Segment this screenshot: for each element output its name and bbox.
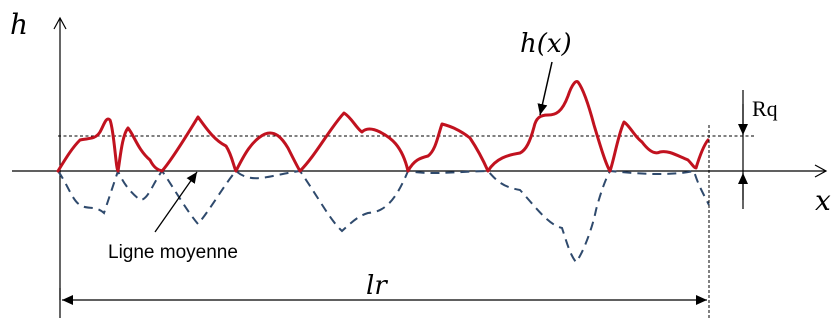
x-axis-label: x: [815, 184, 831, 217]
profile-function-label: h(x): [520, 29, 572, 59]
mean-line-label: Ligne moyenne: [108, 242, 238, 263]
hx-pointer-arrow: [537, 61, 553, 116]
length-label: lr: [366, 271, 388, 301]
mean-line-pointer-arrow: [154, 171, 198, 233]
rq-label: Rq: [752, 96, 778, 121]
y-axis-label: h: [10, 8, 28, 41]
mirrored-profile-curve: [57, 168, 710, 264]
profile-curve: [56, 80, 710, 173]
